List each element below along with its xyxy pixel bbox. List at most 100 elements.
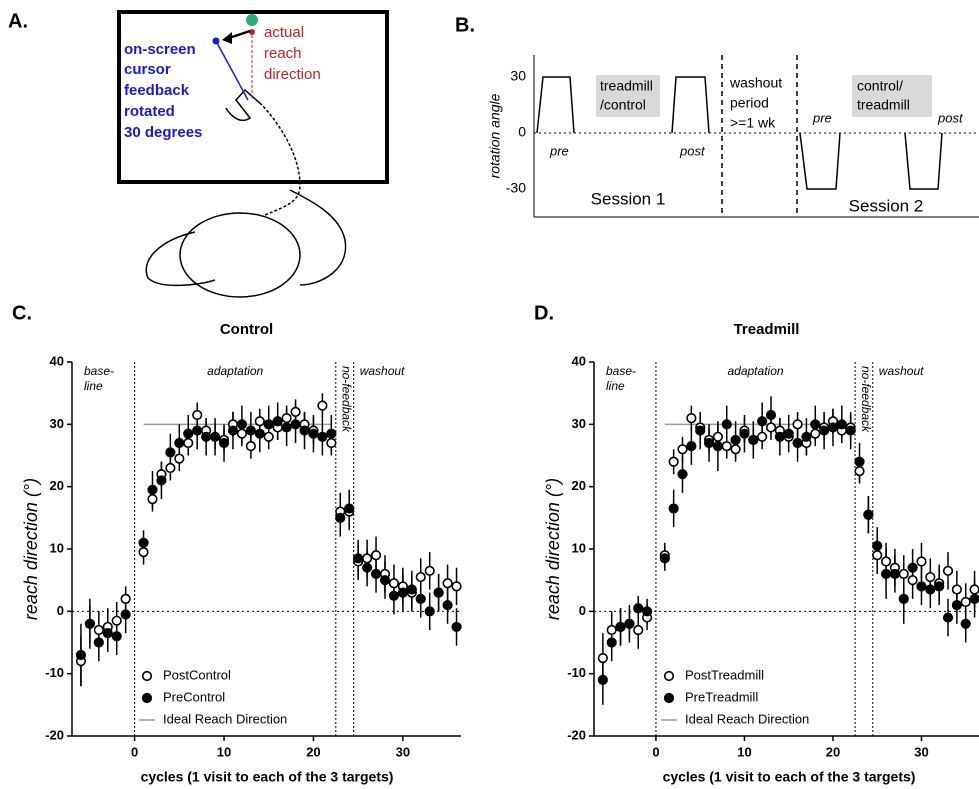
x-tick-label: 20: [306, 744, 320, 759]
data-point: [424, 565, 435, 576]
data-point: [192, 409, 203, 421]
y-tick-label: -30: [506, 180, 526, 196]
data-point: [819, 425, 830, 436]
phase-text: post: [937, 110, 964, 125]
y-tick-label: 0: [518, 124, 526, 140]
chart-title: Treadmill: [734, 321, 800, 338]
data-point: [721, 441, 732, 452]
data-point: [388, 590, 400, 601]
data-point: [854, 456, 865, 467]
data-point: [156, 475, 167, 486]
data-point: [201, 431, 212, 442]
data-point: [960, 618, 971, 629]
data-point: [102, 628, 113, 639]
x-tick-label: 30: [396, 744, 410, 759]
legend-label: PostTreadmill: [685, 667, 764, 682]
data-point: [245, 425, 256, 436]
data-point: [801, 431, 812, 442]
data-point: [606, 637, 617, 648]
data-point: [765, 422, 777, 433]
data-point: [227, 425, 239, 436]
data-point: [854, 465, 865, 477]
data-point: [379, 575, 391, 586]
data-point: [880, 556, 892, 567]
data-point: [934, 581, 945, 592]
data-point: [415, 593, 426, 604]
data-point: [433, 587, 444, 598]
panel-label: C.: [12, 302, 32, 324]
legend-label: PreTreadmill: [685, 689, 758, 704]
data-point: [863, 509, 874, 520]
data-point: [757, 416, 768, 427]
data-point: [174, 437, 185, 449]
washout-text: washout: [729, 75, 782, 91]
data-point: [326, 428, 337, 439]
data-point: [783, 428, 794, 439]
x-tick-label: 0: [131, 744, 138, 759]
condition-text: treadmill: [600, 78, 653, 94]
data-point: [174, 453, 185, 464]
data-point: [880, 568, 892, 580]
data-point: [263, 431, 274, 442]
data-point: [84, 618, 95, 629]
data-point: [597, 674, 608, 686]
reach-text: direction: [264, 66, 321, 83]
data-point: [75, 649, 87, 661]
data-point: [192, 425, 203, 436]
cursor-text: on-screen: [124, 41, 196, 58]
data-point: [120, 609, 131, 620]
phase-label: no-feedback: [859, 366, 873, 433]
data-point: [317, 400, 328, 411]
data-point: [659, 553, 670, 564]
phase-label: no-feedback: [340, 366, 354, 433]
data-point: [236, 428, 248, 439]
arm-sketch: [145, 88, 347, 298]
data-point: [308, 428, 319, 439]
legend-marker: [141, 670, 153, 682]
phase-label: line: [606, 379, 625, 393]
chart-title: Control: [220, 321, 273, 338]
data-point: [712, 441, 724, 452]
data-point: [969, 584, 979, 595]
data-point: [281, 413, 292, 424]
phase-label: base-: [606, 364, 636, 378]
data-point: [624, 618, 635, 629]
data-point: [765, 409, 777, 421]
condition-box: [852, 75, 932, 117]
panel-label: D.: [534, 302, 554, 324]
legend-label: PreControl: [163, 689, 225, 704]
monitor: [117, 10, 389, 184]
reach-text: actual: [264, 24, 304, 41]
cursor-text: rotated: [124, 103, 175, 120]
data-point: [810, 428, 821, 439]
data-point: [633, 603, 644, 614]
data-point: [93, 624, 104, 636]
data-point: [951, 599, 962, 611]
data-point: [774, 431, 785, 442]
data-point: [183, 437, 194, 449]
data-point: [907, 575, 918, 586]
phase-label: line: [84, 379, 103, 393]
data-point: [686, 441, 697, 452]
data-point: [925, 571, 936, 583]
arrow-head: [222, 32, 232, 44]
data-point: [703, 437, 715, 449]
y-tick-label: 20: [572, 478, 586, 493]
data-point: [730, 434, 741, 446]
data-point: [668, 456, 679, 467]
data-point: [872, 540, 883, 551]
data-point: [686, 413, 697, 424]
data-point: [147, 484, 158, 495]
data-point: [836, 419, 847, 430]
legend-marker: [663, 692, 675, 704]
phase-text: pre: [812, 110, 832, 125]
data-point: [792, 437, 803, 449]
data-point: [451, 581, 462, 592]
y-tick-label: 40: [50, 353, 64, 368]
data-point: [633, 624, 644, 636]
data-point: [739, 428, 750, 439]
data-point: [290, 419, 301, 430]
data-point: [183, 428, 194, 439]
data-point: [370, 568, 382, 580]
data-point: [597, 652, 608, 664]
